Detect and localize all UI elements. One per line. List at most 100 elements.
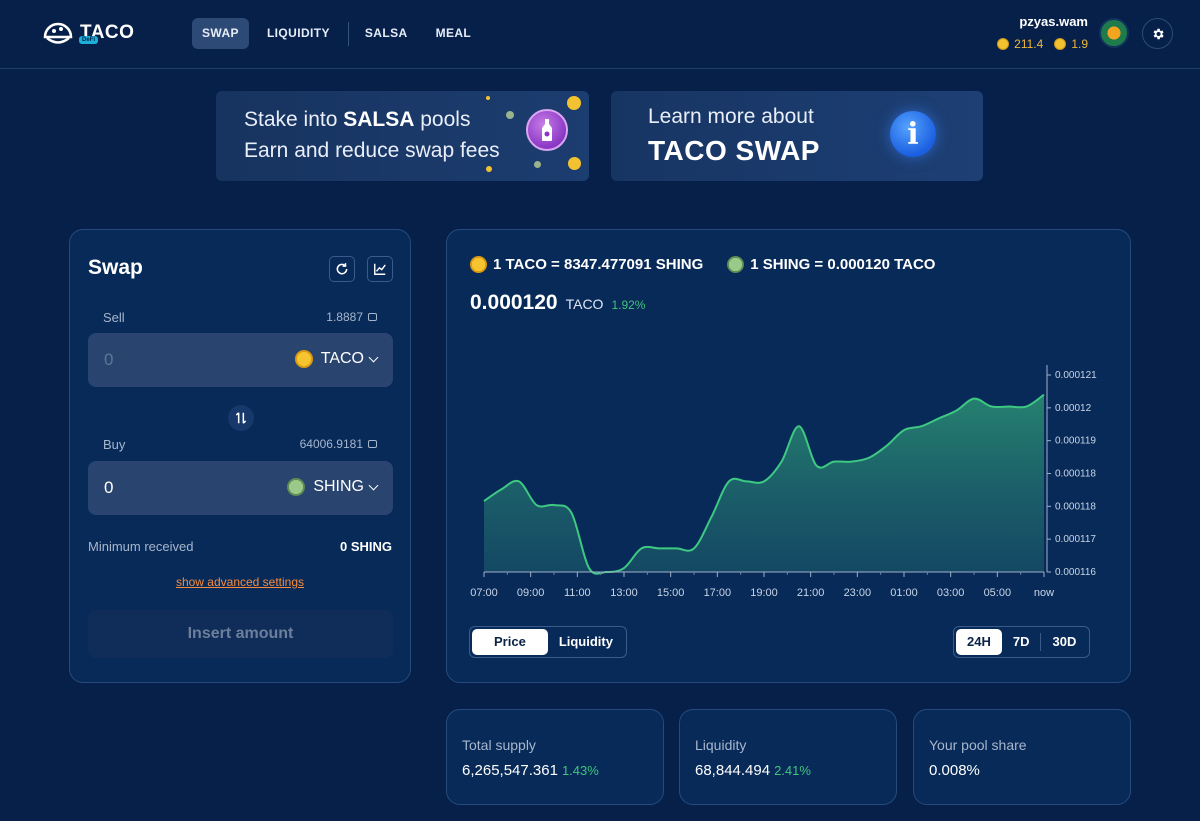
sell-balance-value: 1.8887	[326, 310, 363, 324]
stat-change: 1.43%	[561, 763, 599, 778]
buy-balance: 64006.9181	[300, 437, 377, 451]
stat-change: 2.41%	[774, 763, 811, 778]
y-tick-label: 0.000118	[1055, 501, 1096, 512]
stat-value: 6,265,547.361 1.43%	[462, 762, 599, 779]
chevron-down-icon	[368, 480, 379, 490]
salsa-banner-line2: Earn and reduce swap fees	[244, 139, 500, 162]
tab-liquidity[interactable]: Liquidity	[558, 634, 613, 649]
refresh-icon	[336, 263, 348, 275]
nav-divider	[347, 21, 349, 46]
x-tick-label: 17:00	[704, 587, 732, 599]
avatar[interactable]	[1099, 18, 1129, 48]
settings-button[interactable]	[1142, 18, 1173, 49]
time-range-toggle: 24H 7D 30D	[953, 626, 1091, 658]
x-tick-label: 15:00	[657, 587, 685, 599]
swap-card: Swap Sell 1.8887 0 TACO Buy 64006.9181 0…	[69, 229, 411, 683]
balance-taco-value: 211.4	[1014, 37, 1044, 51]
insert-amount-button[interactable]: Insert amount	[88, 610, 393, 658]
x-tick-label: 13:00	[610, 587, 638, 599]
y-tick-label: 0.000119	[1055, 436, 1096, 447]
user-name[interactable]: pzyas.wam	[1019, 14, 1088, 29]
stat-value: 0.008%	[929, 762, 980, 779]
chart-area	[484, 394, 1044, 574]
rate-shing-text: 1 SHING = 0.000120 TACO	[750, 256, 936, 273]
buy-label: Buy	[103, 437, 126, 452]
stat-liquidity: Liquidity 68,844.494 2.41%	[679, 709, 897, 805]
x-tick-label: 23:00	[844, 587, 872, 599]
y-tick-label: 0.000121	[1055, 370, 1097, 381]
learn-banner[interactable]: Learn more about TACO SWAP i	[611, 91, 983, 181]
top-header: TACO DeFi SWAP LIQUIDITY SALSA MEAL pzya…	[0, 0, 1200, 69]
nav-liquidity[interactable]: LIQUIDITY	[266, 26, 330, 40]
shing-token-icon	[727, 256, 745, 273]
salsa-banner[interactable]: Stake into SALSA pools Earn and reduce s…	[216, 91, 589, 181]
x-tick-label: 07:00	[470, 587, 498, 599]
buy-amount-input[interactable]: 0	[104, 478, 114, 497]
y-tick-label: 0.000117	[1055, 534, 1096, 545]
x-tick-label: 05:00	[984, 587, 1012, 599]
nav-swap[interactable]: SWAP	[192, 18, 249, 49]
buy-token-label: SHING	[313, 478, 364, 495]
balance-secondary-value: 1.9	[1071, 37, 1088, 51]
coin-decoration-icon	[506, 111, 514, 119]
stat-total-supply: Total supply 6,265,547.361 1.43%	[446, 709, 664, 805]
x-tick-label: 01:00	[890, 587, 918, 599]
gear-icon	[1153, 28, 1164, 39]
chart-type-toggle: Price Liquidity	[469, 626, 627, 658]
sell-token-label: TACO	[320, 350, 364, 367]
range-30d[interactable]: 30D	[1052, 634, 1077, 649]
stat-label: Liquidity	[695, 737, 747, 753]
coin-decoration-icon	[568, 157, 581, 170]
current-price: 0.000120 TACO 1.92%	[470, 291, 645, 315]
range-24h[interactable]: 24H	[956, 629, 1002, 655]
learn-banner-line2: TACO SWAP	[648, 135, 820, 166]
sell-amount-input[interactable]: 0	[104, 350, 114, 369]
rate-shing: 1 SHING = 0.000120 TACO	[727, 256, 935, 273]
info-icon: i	[890, 111, 936, 157]
refresh-button[interactable]	[329, 256, 355, 282]
rate-taco-text: 1 TACO = 8347.477091 SHING	[493, 256, 704, 273]
tab-price[interactable]: Price	[472, 629, 548, 655]
balance-taco: 211.4	[997, 37, 1043, 51]
buy-input-box[interactable]: 0 SHING	[88, 461, 393, 515]
switch-direction-button[interactable]	[228, 405, 254, 431]
range-7d[interactable]: 7D	[1012, 634, 1030, 649]
coin-decoration-icon	[567, 96, 581, 110]
x-tick-label: 03:00	[937, 587, 965, 599]
sell-label: Sell	[103, 310, 125, 325]
logo[interactable]: TACO DeFi	[42, 17, 134, 49]
chart-toggle-button[interactable]	[367, 256, 393, 282]
price-chart[interactable]: 07:00 09:00 11:00 13:00 15:00 17:00 19:00 21:00…	[447, 230, 1132, 610]
sell-input-box[interactable]: 0 TACO	[88, 333, 393, 387]
stat-value: 68,844.494 2.41%	[695, 762, 811, 779]
swap-title: Swap	[88, 256, 143, 279]
x-tick-label: 11:00	[564, 587, 591, 599]
stat-label: Your pool share	[929, 737, 1027, 753]
stat-label: Total supply	[462, 737, 536, 753]
logo-badge: DeFi	[79, 36, 99, 44]
wallet-icon	[368, 440, 377, 448]
nav-salsa[interactable]: SALSA	[364, 26, 408, 40]
taco-token-icon	[294, 350, 313, 368]
user-info: pzyas.wam 211.4 1.9	[986, 14, 1088, 51]
coin-icon	[1054, 38, 1067, 50]
y-tick-label: 0.000118	[1055, 469, 1096, 480]
x-tick-label: 19:00	[750, 587, 778, 599]
chart-line	[483, 393, 1045, 575]
buy-token-select[interactable]: SHING	[287, 478, 379, 496]
coin-decoration-icon	[534, 161, 541, 168]
price-change: 1.92%	[611, 298, 646, 312]
price-unit: TACO	[565, 296, 604, 312]
nav-meal[interactable]: MEAL	[435, 26, 472, 40]
salsa-bottle-icon	[526, 109, 568, 151]
advanced-settings-link[interactable]: show advanced settings	[175, 575, 305, 589]
sell-token-select[interactable]: TACO	[294, 350, 379, 368]
wallet-icon	[368, 313, 377, 321]
swap-arrows-icon	[235, 412, 247, 424]
taco-coin-icon	[997, 38, 1010, 50]
main-nav: SWAP LIQUIDITY SALSA MEAL	[192, 18, 489, 49]
range-divider	[1040, 633, 1042, 651]
taco-token-icon	[470, 256, 487, 273]
exchange-rates: 1 TACO = 8347.477091 SHING 1 SHING = 0.0…	[470, 256, 959, 273]
balance-secondary: 1.9	[1054, 37, 1088, 51]
